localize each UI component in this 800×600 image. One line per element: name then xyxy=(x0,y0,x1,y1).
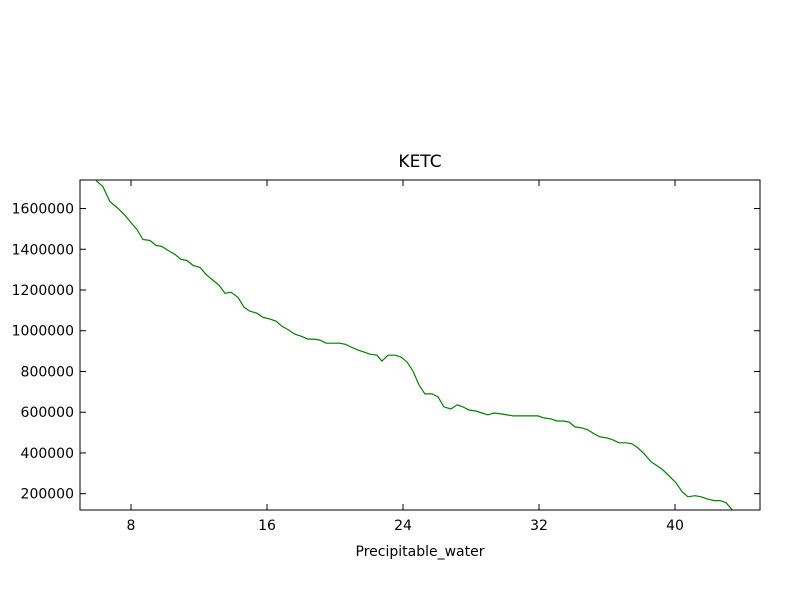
x-axis-label: Precipitable_water xyxy=(356,544,485,560)
axes-frame xyxy=(79,179,761,511)
y-tick-label: 1200000 xyxy=(12,283,74,299)
y-tick-label: 800000 xyxy=(21,364,74,380)
x-tick-label: 8 xyxy=(127,518,136,534)
y-tick-label: 200000 xyxy=(21,487,74,503)
y-tick-label: 600000 xyxy=(21,405,74,421)
data-line xyxy=(95,180,733,510)
y-tick-label: 1600000 xyxy=(12,202,74,218)
y-tick-label: 400000 xyxy=(21,446,74,462)
x-tick-label: 16 xyxy=(258,518,276,534)
x-tick-label: 32 xyxy=(530,518,548,534)
y-tick-label: 1000000 xyxy=(12,324,74,340)
x-tick-label: 40 xyxy=(666,518,684,534)
plot-area xyxy=(95,180,733,510)
x-tick-label: 24 xyxy=(394,518,412,534)
y-tick-label: 1400000 xyxy=(12,242,74,258)
chart-title: KETC xyxy=(398,152,441,172)
